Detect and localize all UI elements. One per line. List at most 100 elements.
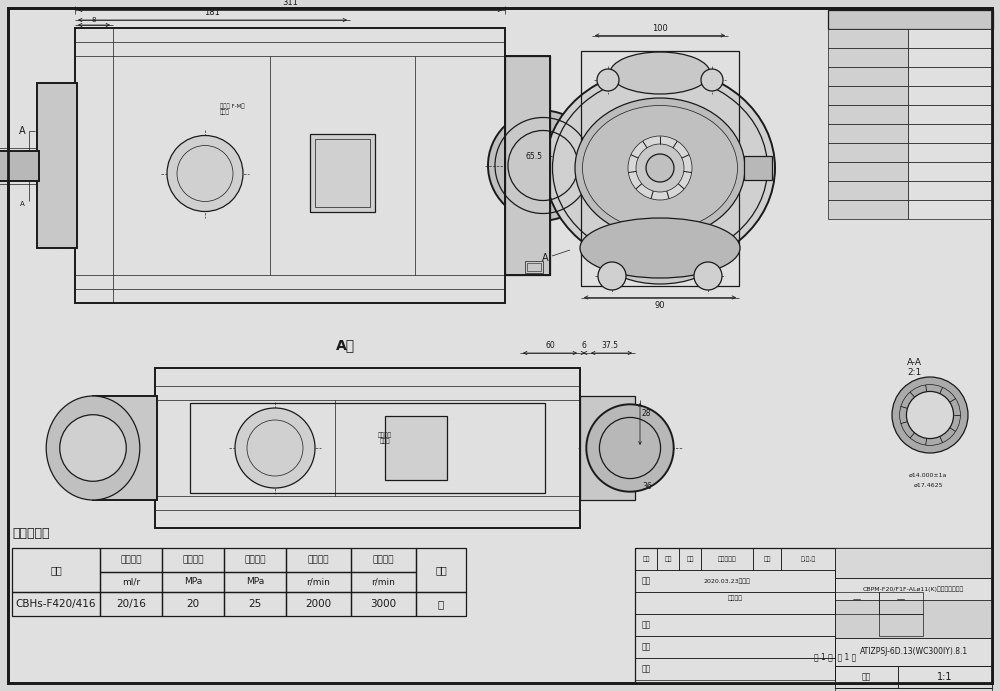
Bar [835, 688, 992, 691]
Bar [828, 200, 908, 219]
Text: 21.722±0ⁿᵐ: 21.722±0ⁿᵐ [926, 186, 975, 195]
Text: 签名: 签名 [763, 556, 771, 562]
Bar [100, 548, 162, 572]
Text: A: A [19, 126, 25, 135]
Bar [12, 592, 100, 616]
Text: r/min: r/min [307, 578, 330, 587]
Circle shape [906, 391, 954, 439]
Text: A向: A向 [335, 338, 355, 352]
Text: 30°: 30° [943, 129, 958, 138]
Text: r/min: r/min [372, 578, 395, 587]
Bar [286, 548, 351, 572]
Bar [581, 50, 739, 285]
Text: ø17.4625: ø17.4625 [931, 148, 970, 157]
Text: 重量: 重量 [852, 598, 862, 607]
Circle shape [597, 245, 619, 267]
Text: ml/r: ml/r [122, 578, 140, 587]
Text: 90: 90 [655, 301, 665, 310]
Bar [580, 396, 635, 500]
Text: 181: 181 [205, 8, 220, 17]
Text: 径节: 径节 [863, 91, 873, 100]
Ellipse shape [46, 396, 140, 500]
Bar [525, 261, 543, 273]
Bar [635, 548, 992, 683]
Bar [224, 592, 286, 616]
Bar [162, 572, 224, 592]
Text: 标记: 标记 [642, 556, 650, 562]
Bar [286, 572, 351, 592]
Bar [835, 666, 898, 688]
Circle shape [235, 408, 315, 488]
Text: 性能参数：: 性能参数： [12, 527, 50, 540]
Bar [224, 572, 286, 592]
Bar [835, 638, 992, 666]
Bar [416, 592, 466, 616]
Text: 测量直径: 测量直径 [858, 205, 878, 214]
Bar [527, 263, 541, 271]
Circle shape [586, 404, 674, 492]
Ellipse shape [610, 52, 710, 94]
Bar [12, 548, 100, 592]
Circle shape [636, 144, 684, 192]
Text: 8: 8 [92, 17, 96, 23]
Bar [828, 10, 993, 29]
Text: 100: 100 [652, 23, 668, 32]
Bar [828, 162, 908, 181]
Bar [37, 83, 77, 248]
Bar [224, 548, 286, 572]
Circle shape [597, 69, 619, 91]
Ellipse shape [580, 218, 740, 278]
Bar [908, 29, 993, 48]
Bar [828, 67, 908, 86]
Bar [828, 105, 908, 124]
Bar [100, 592, 162, 616]
Text: 311: 311 [282, 0, 298, 7]
Bar [75, 28, 505, 303]
Bar [679, 548, 701, 570]
Bar [286, 592, 351, 616]
Text: 60: 60 [545, 341, 555, 350]
Bar [100, 572, 162, 592]
Text: 比例: 比例 [896, 598, 906, 607]
Circle shape [701, 69, 723, 91]
Text: 压力角: 压力角 [860, 129, 876, 138]
Text: 2:1: 2:1 [907, 368, 921, 377]
Bar [351, 592, 416, 616]
Circle shape [892, 377, 968, 453]
Text: 高压进口
进油口: 高压进口 进油口 [378, 432, 392, 444]
Bar [908, 67, 993, 86]
Bar [0, 151, 39, 180]
Text: 旋向: 旋向 [435, 565, 447, 575]
Text: 36: 36 [642, 482, 652, 491]
Circle shape [628, 136, 692, 200]
Text: 37.5: 37.5 [602, 341, 618, 350]
Text: ATIZPSJ-6D.13(WC300IY).8.1: ATIZPSJ-6D.13(WC300IY).8.1 [859, 647, 968, 656]
Bar [828, 124, 908, 143]
Bar [908, 48, 993, 67]
Text: MPa: MPa [184, 578, 202, 587]
Ellipse shape [610, 242, 710, 284]
Text: 处数: 处数 [664, 556, 672, 562]
Bar [908, 124, 993, 143]
Bar [93, 396, 157, 500]
Text: A-A: A-A [906, 357, 922, 366]
Text: 工艺: 工艺 [641, 665, 651, 674]
Bar [828, 48, 908, 67]
Text: 2020.03.23标准化: 2020.03.23标准化 [704, 578, 750, 584]
Text: 1:1: 1:1 [894, 621, 908, 630]
Text: 最高压力: 最高压力 [244, 556, 266, 565]
Bar [908, 105, 993, 124]
Bar [781, 548, 835, 570]
Circle shape [598, 262, 626, 290]
Circle shape [60, 415, 126, 481]
Text: 节圆直径: 节圆直径 [858, 148, 878, 157]
Bar [505, 56, 550, 275]
Text: 2000: 2000 [305, 599, 332, 609]
Text: 20: 20 [186, 599, 200, 609]
Bar [879, 592, 923, 614]
Text: 共 1 张  第 1 张: 共 1 张 第 1 张 [814, 652, 856, 661]
Bar [635, 548, 657, 570]
Text: 更改文件号: 更改文件号 [718, 556, 736, 562]
Circle shape [167, 135, 243, 211]
Bar [828, 86, 908, 105]
